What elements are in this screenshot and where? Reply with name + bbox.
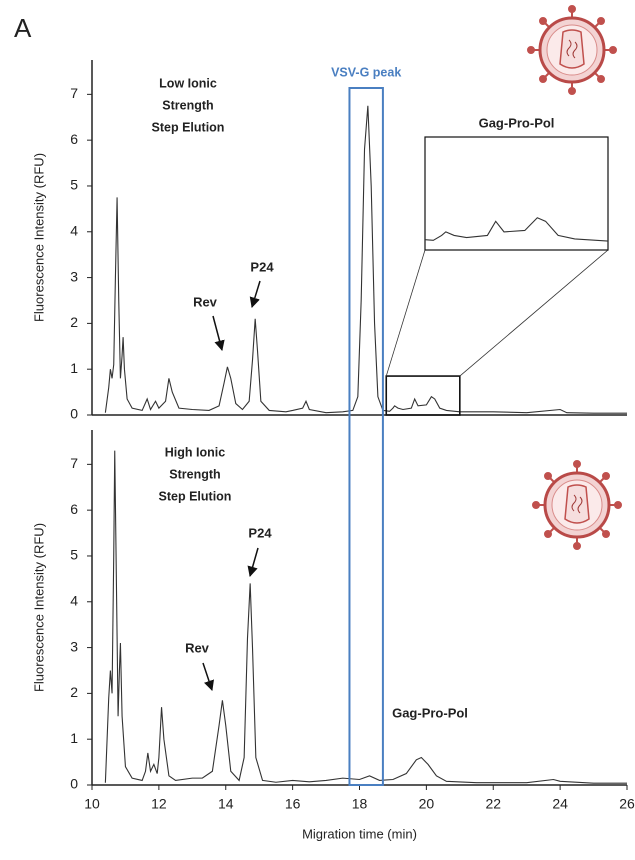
y-tick-label: 7 [70,455,78,471]
y-tick-label: 4 [70,222,78,238]
x-tick-label: 24 [552,796,568,812]
peak-label: Rev [193,294,218,309]
x-tick-label: 22 [485,796,501,812]
x-tick-label: 26 [619,796,635,812]
zoom-connector [385,249,426,377]
peak-arrow [249,280,261,309]
condition-label: Strength [162,98,213,112]
trace [104,450,627,784]
y-tick-label: 0 [70,406,78,422]
y-axis-label: Fluorescence Intensity (RFU) [31,523,46,692]
zoom-box [385,375,461,416]
x-tick-label: 14 [218,796,234,812]
peak-label: P24 [250,259,274,274]
y-tick-label: 1 [70,360,78,376]
highlight-label: VSV-G peak [331,65,401,79]
virus-icon [526,4,618,96]
x-tick-label: 12 [151,796,167,812]
x-tick-label: 16 [285,796,301,812]
peak-arrow [212,315,225,352]
inset-title: Gag-Pro-Pol [479,115,555,130]
y-tick-label: 0 [70,776,78,792]
y-tick-label: 3 [70,638,78,654]
peak-label: Rev [185,640,210,655]
condition-label: Step Elution [152,120,225,134]
y-tick-label: 6 [70,501,78,517]
y-tick-label: 6 [70,131,78,147]
condition-label: Low Ionic [159,76,217,90]
condition-label: Strength [169,467,220,481]
y-tick-label: 2 [70,684,78,700]
peak-arrow [202,662,214,691]
trace [104,105,627,414]
inset-trace [425,217,608,242]
y-tick-label: 2 [70,314,78,330]
x-axis-label: Migration time (min) [302,826,417,841]
x-tick-label: 18 [352,796,368,812]
virus-icon [531,459,623,551]
inset-frame [424,136,609,251]
y-tick-label: 1 [70,730,78,746]
peak-label: Gag-Pro-Pol [392,705,468,720]
x-tick-label: 10 [84,796,100,812]
peak-arrow [247,547,259,578]
condition-label: Step Elution [159,489,232,503]
condition-label: High Ionic [165,445,225,459]
y-axis-label: Fluorescence Intensity (RFU) [31,153,46,322]
zoom-connector [459,249,609,377]
y-tick-label: 4 [70,592,78,608]
y-tick-label: 5 [70,547,78,563]
highlight-box [348,87,384,786]
inset-plot [425,217,608,242]
x-tick-label: 20 [419,796,435,812]
y-tick-label: 7 [70,85,78,101]
panel-label: A [14,13,32,43]
peak-label: P24 [248,525,272,540]
y-tick-label: 3 [70,268,78,284]
y-tick-label: 5 [70,177,78,193]
